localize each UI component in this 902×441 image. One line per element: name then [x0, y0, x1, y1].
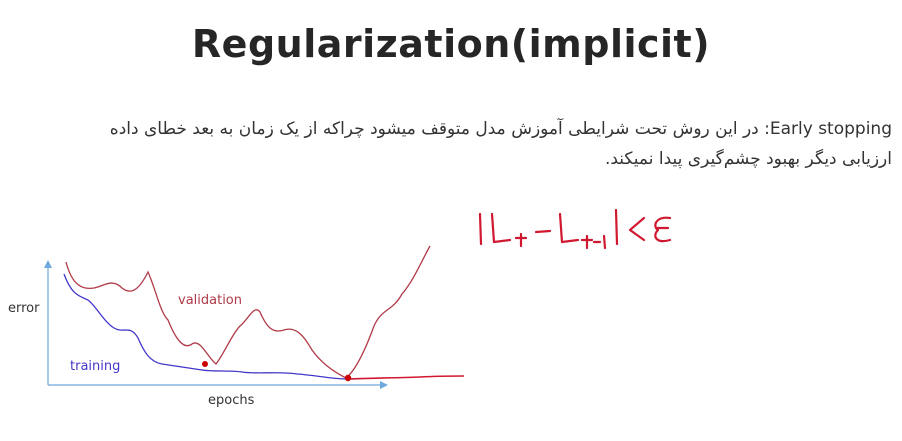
validation-curve [65, 245, 431, 379]
epochs-axis-label: epochs [208, 393, 255, 408]
y-axis-arrow [44, 260, 52, 268]
training-label: training [70, 359, 120, 374]
error-axis-label: error [8, 301, 40, 316]
local-minimum-marker [202, 361, 208, 367]
early-stopping-term: Early stopping [769, 119, 892, 139]
validation-label: validation [178, 293, 242, 308]
body-description: : در این روش تحت شرایطی آموزش مدل متوقف … [109, 119, 892, 169]
handwritten-formula [478, 208, 672, 250]
body-text: Early stopping: در این روش تحت شرایطی آم… [60, 114, 892, 174]
slide-title: Regularization(implicit) [191, 22, 711, 66]
training-curve [63, 273, 349, 380]
post-stop-line [347, 375, 465, 380]
early-stopping-diagram: error epochs validation training [8, 245, 465, 408]
early-stop-marker [344, 374, 352, 382]
x-axis-arrow [380, 381, 388, 389]
